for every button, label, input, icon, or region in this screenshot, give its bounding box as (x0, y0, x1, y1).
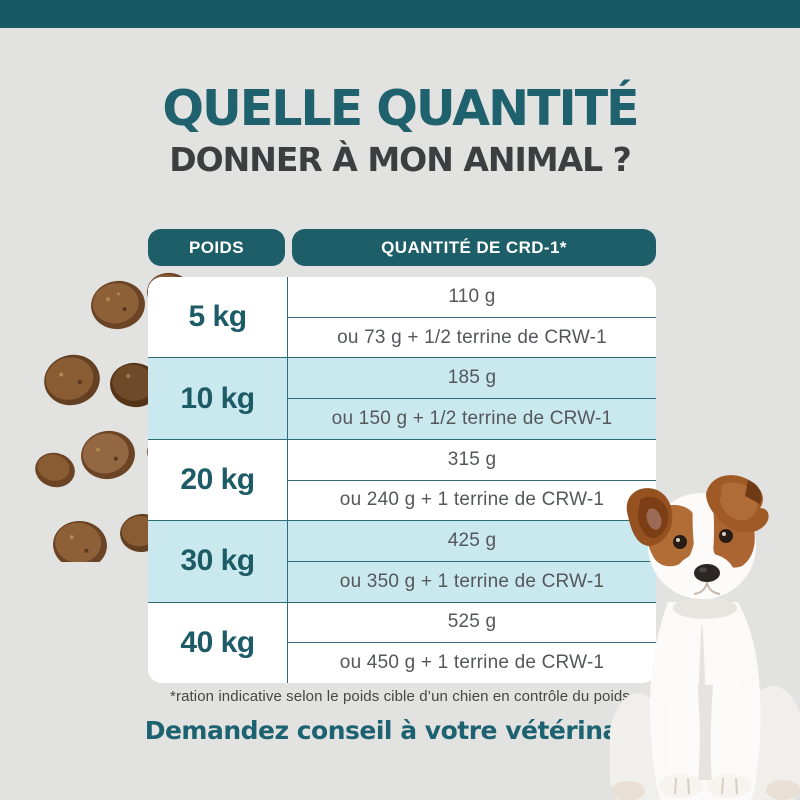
quantity-cell: 110 g ou 73 g + 1/2 terrine de CRW-1 (288, 277, 656, 357)
dog-neck-shadow (673, 597, 737, 619)
dog-front-leg-right (710, 675, 746, 784)
dog-front-leg-left (665, 675, 700, 784)
quantity-alternative: ou 73 g + 1/2 terrine de CRW-1 (337, 326, 607, 348)
quantity-main: 110 g (288, 277, 656, 318)
kibble-piece (53, 520, 107, 562)
weight-cell: 10 kg (148, 358, 288, 439)
kibble-piece (81, 430, 135, 480)
veterinary-advice-text: Demandez conseil à votre vétérinaire (144, 716, 656, 745)
top-border-bar (0, 0, 800, 28)
quantity-main: 185 g (288, 358, 656, 400)
table-row-10kg: 10 kg 185 g ou 150 g + 1/2 terrine de CR… (148, 357, 656, 439)
quantity-alternative: ou 150 g + 1/2 terrine de CRW-1 (331, 407, 613, 429)
table-row-20kg: 20 kg 315 g ou 240 g + 1 terrine de CRW-… (148, 438, 656, 521)
weight-cell: 30 kg (148, 521, 288, 602)
dog-belly-shadow (698, 685, 714, 780)
table-row-40kg: 40 kg 525 g ou 450 g + 1 terrine de CRW-… (148, 601, 656, 683)
quantity-main: 315 g (288, 440, 656, 481)
dog-head (626, 475, 769, 599)
quantity-alternative: ou 450 g + 1 terrine de CRW-1 (339, 652, 605, 674)
table-header-poids: POIDS (148, 229, 285, 266)
page-title: QUELLE QUANTITÉ (162, 80, 639, 137)
quantity-cell: 425 g ou 350 g + 1 terrine de CRW-1 (288, 521, 656, 601)
dog-nose-highlight (699, 567, 707, 573)
dog-eye-left (673, 535, 687, 549)
feeding-table: 5 kg 110 g ou 73 g + 1/2 terrine de CRW-… (148, 277, 656, 683)
kibble-piece (110, 362, 160, 408)
dog-ear-right-tip (745, 480, 762, 504)
quantity-cell: 315 g ou 240 g + 1 terrine de CRW-1 (288, 440, 656, 520)
kibble-piece (91, 280, 145, 330)
weight-cell: 5 kg (148, 277, 288, 358)
dog-front-paw-left (659, 774, 703, 798)
dog-white-blaze (692, 495, 715, 571)
quantity-cell: 185 g ou 150 g + 1/2 terrine de CRW-1 (288, 358, 656, 438)
quantity-alternative: ou 350 g + 1 terrine de CRW-1 (339, 570, 605, 592)
dog-paw-toes (674, 777, 738, 795)
dog-eye-right (719, 529, 733, 543)
quantity-cell: 525 g ou 450 g + 1 terrine de CRW-1 (288, 603, 656, 683)
dog-rear-paw-left (611, 781, 645, 800)
dog-eye-left-highlight (676, 538, 680, 542)
page-subtitle: DONNER À MON ANIMAL ? (169, 140, 632, 179)
table-row-30kg: 30 kg 425 g ou 350 g + 1 terrine de CRW-… (148, 520, 656, 602)
quantity-main: 525 g (288, 603, 656, 644)
weight-cell: 20 kg (148, 439, 288, 521)
quantity-main: 425 g (288, 521, 656, 562)
dog-ear-left-inner (646, 508, 662, 530)
table-row-5kg: 5 kg 110 g ou 73 g + 1/2 terrine de CRW-… (148, 277, 656, 358)
kibble-piece (35, 452, 75, 488)
dog-front-paw-right (707, 774, 751, 798)
quantity-alternative: ou 240 g + 1 terrine de CRW-1 (339, 489, 605, 511)
dog-nose (694, 564, 720, 582)
footnote: *ration indicative selon le poids cible … (170, 688, 630, 705)
weight-cell: 40 kg (148, 602, 288, 683)
kibble-piece (44, 354, 100, 406)
table-header-row: POIDS QUANTITÉ DE CRD-1* (148, 229, 656, 266)
dog-mouth (693, 581, 721, 595)
dog-illustration (610, 475, 800, 800)
dog-rear-paw-right (766, 780, 800, 800)
table-header-quantite: QUANTITÉ DE CRD-1* (292, 229, 656, 266)
dog-eye-right-highlight (722, 532, 726, 536)
